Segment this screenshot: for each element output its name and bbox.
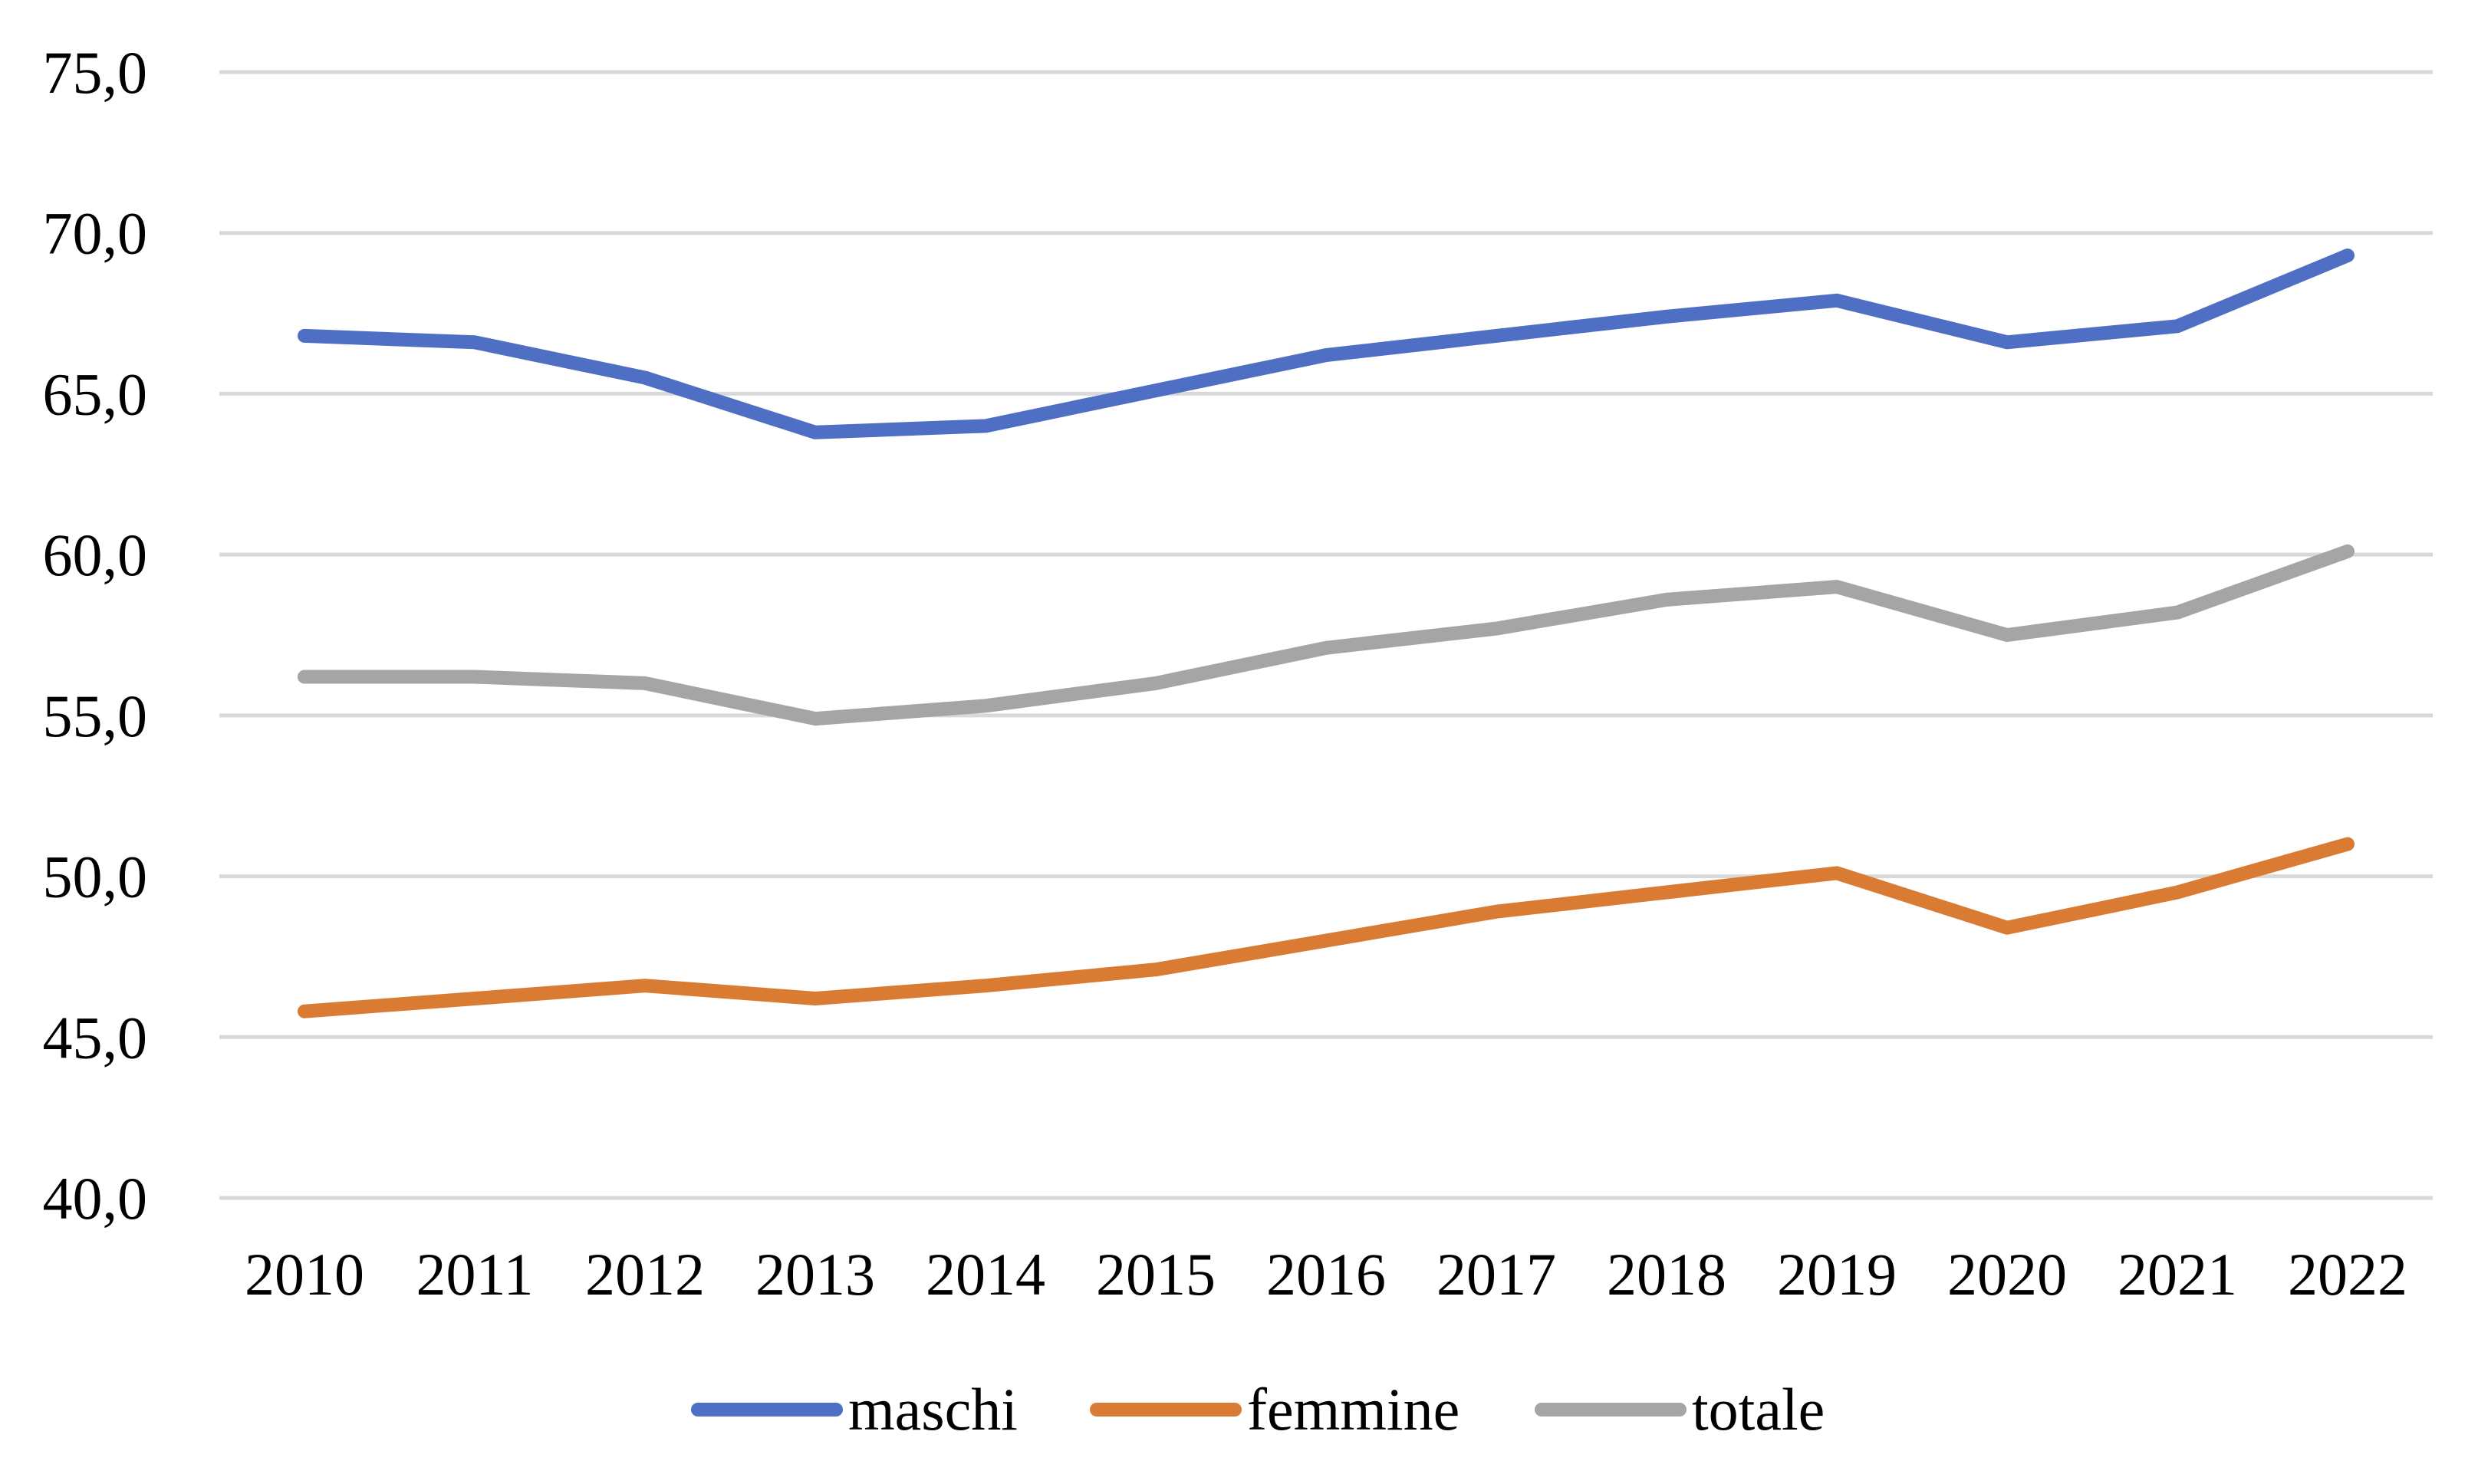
y-tick-label: 60,0: [43, 522, 148, 588]
y-tick-label: 70,0: [43, 200, 148, 267]
x-tick-label: 2019: [1777, 1241, 1897, 1308]
x-tick-label: 2010: [245, 1241, 364, 1308]
legend-label: totale: [1692, 1376, 1825, 1443]
series-line-maschi: [298, 248, 2355, 439]
series-line-femmine: [298, 837, 2355, 1018]
y-tick-label: 50,0: [43, 844, 148, 910]
x-tick-label: 2015: [1096, 1241, 1216, 1308]
x-axis-tick-labels: 2010 2011 2012 2013 2014 2015 2016 2017 2018 2019…: [245, 1241, 2407, 1308]
x-tick-label: 2017: [1436, 1241, 1556, 1308]
x-tick-label: 2022: [2288, 1241, 2407, 1308]
x-tick-label: 2012: [585, 1241, 705, 1308]
x-tick-label: 2013: [755, 1241, 875, 1308]
x-tick-label: 2020: [1947, 1241, 2067, 1308]
y-tick-label: 75,0: [43, 39, 148, 106]
x-tick-label: 2011: [416, 1241, 533, 1308]
y-tick-label: 40,0: [43, 1165, 148, 1232]
y-axis-tick-labels: 40,0 45,0 50,0 55,0 60,0 65,0 70,0 75,0: [43, 39, 148, 1232]
legend-item-femmine: femmine: [1090, 1376, 1459, 1443]
y-tick-label: 65,0: [43, 360, 148, 427]
y-tick-label: 55,0: [43, 683, 148, 749]
x-tick-label: 2016: [1266, 1241, 1386, 1308]
gridlines: [219, 70, 2433, 1200]
series-lines: [298, 248, 2355, 1018]
y-tick-label: 45,0: [43, 1004, 148, 1071]
legend: maschi femmine totale: [691, 1376, 1825, 1443]
x-tick-label: 2018: [1607, 1241, 1726, 1308]
series-line-totale: [298, 544, 2355, 726]
legend-item-totale: totale: [1535, 1376, 1825, 1443]
x-tick-label: 2021: [2118, 1241, 2237, 1308]
legend-item-maschi: maschi: [691, 1376, 1018, 1443]
legend-label: femmine: [1247, 1376, 1459, 1443]
x-tick-label: 2014: [926, 1241, 1045, 1308]
legend-label: maschi: [848, 1376, 1018, 1443]
